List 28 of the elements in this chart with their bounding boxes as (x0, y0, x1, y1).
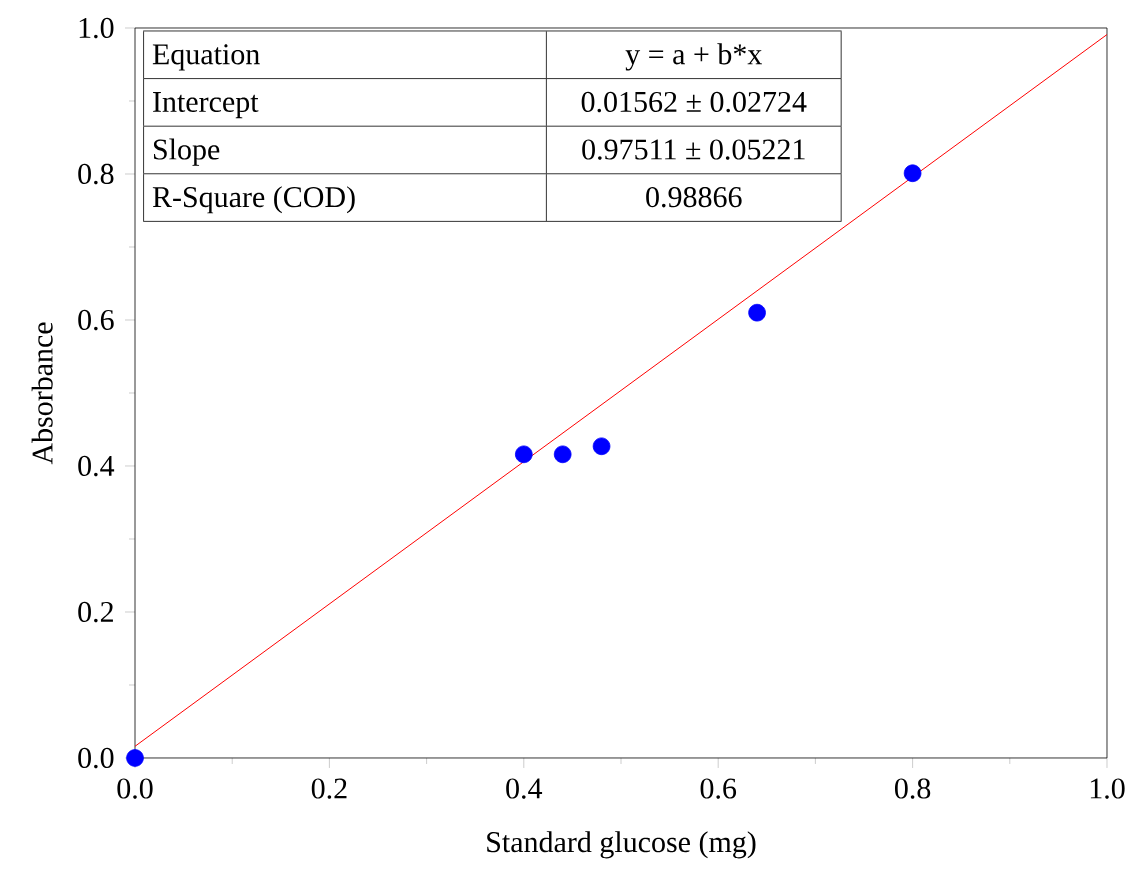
y-tick-label: 0.2 (78, 601, 113, 623)
point (748, 303, 766, 322)
point (592, 437, 611, 456)
point (126, 749, 144, 767)
annotation: y = a + b*x (625, 43, 762, 71)
x-tick-label: 0.8 (894, 778, 931, 799)
x-tick-label: 0.0 (117, 778, 153, 799)
y-tick-label: 0.8 (78, 163, 114, 185)
y-tick-label: 0.6 (78, 309, 114, 331)
x-tick-label: 0.6 (700, 778, 737, 799)
x-tick-label: 0.2 (311, 778, 347, 799)
annotation: Slope (153, 138, 220, 166)
annotation: R-Square (COD) (152, 186, 355, 214)
x-tick-label: 0.4 (506, 778, 543, 799)
y-axis-title: Absorbance (31, 322, 53, 465)
annotation: Equation (152, 44, 260, 71)
y-tick-label: 0.4 (78, 455, 115, 477)
annotation: 0.01562 ± 0.02724 (581, 91, 807, 113)
annotation: 0.97511 ± 0.05221 (582, 139, 805, 160)
point (515, 445, 533, 464)
y-tick-label: 1.0 (79, 17, 114, 39)
y-tick-label: 0.0 (78, 747, 114, 769)
annotation: Intercept (153, 92, 259, 119)
x-axis-title: Standard glucose (mg) (487, 831, 756, 859)
annotation: 0.98866 (646, 186, 742, 208)
point (903, 164, 922, 183)
point (553, 445, 572, 464)
x-tick-label: 1.0 (1090, 778, 1125, 799)
